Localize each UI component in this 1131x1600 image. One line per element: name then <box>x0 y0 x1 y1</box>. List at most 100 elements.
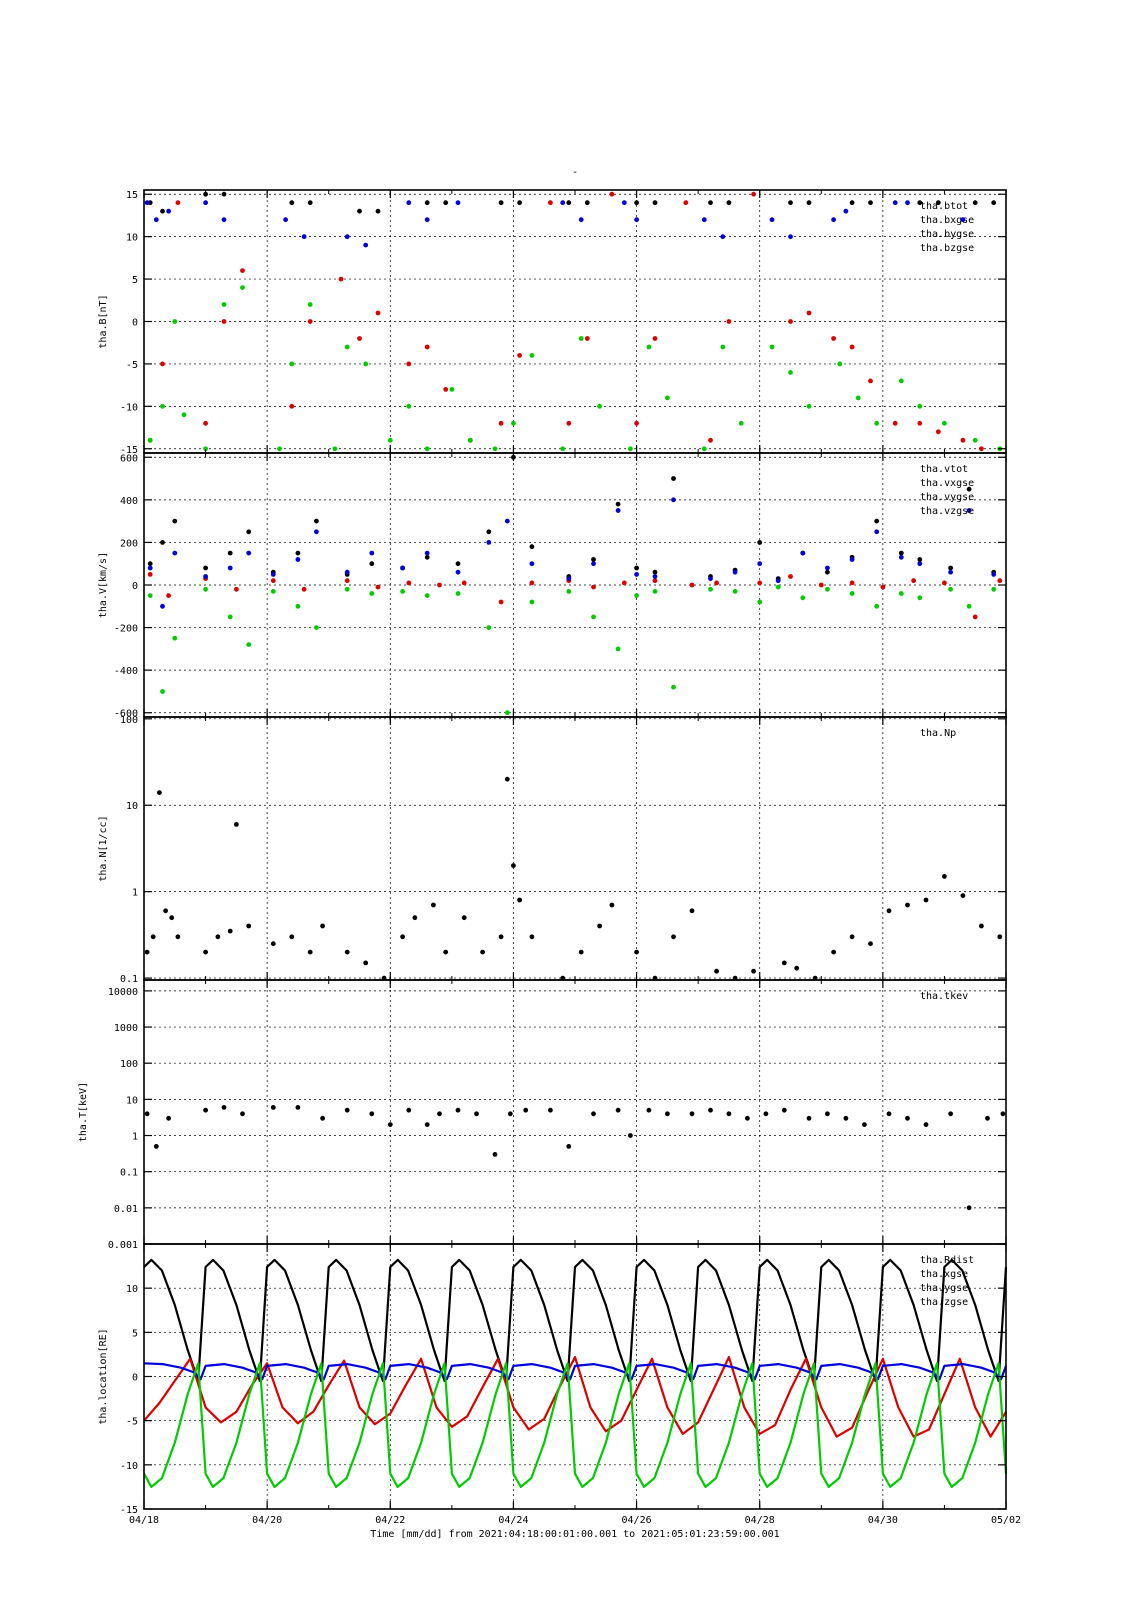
y-tick-label: 1 <box>132 888 138 899</box>
data-point-tha.btot <box>849 200 855 206</box>
data-point-tha.tkev <box>153 1144 159 1149</box>
y-tick-label: -5 <box>126 360 138 371</box>
data-point-tha.tkev <box>320 1115 325 1121</box>
data-point-tha.Np <box>714 968 719 974</box>
data-point-tha.bzgse <box>172 319 178 324</box>
data-point-tha.bxgse <box>443 387 449 392</box>
data-point-tha.vygse <box>732 569 738 575</box>
y-tick-label: 0.01 <box>114 1204 138 1215</box>
data-point-tha.bygse <box>144 200 150 206</box>
data-point-tha.bygse <box>892 200 898 206</box>
data-point-tha.bxgse <box>175 200 181 206</box>
data-point-tha.bzgse <box>738 420 744 426</box>
data-point-tha.tkev <box>966 1205 972 1211</box>
data-point-tha.vygse <box>203 574 209 579</box>
data-point-tha.btot <box>357 208 362 214</box>
data-point-tha.Np <box>886 908 892 914</box>
data-point-tha.vygse <box>172 550 178 556</box>
legend-entry: tha.bzgse <box>920 243 974 254</box>
data-point-tha.bzgse <box>160 403 165 409</box>
data-point-tha.vzgse <box>757 599 763 605</box>
data-point-tha.bzgse <box>307 302 313 307</box>
data-point-tha.vtot <box>314 518 319 524</box>
data-point-tha.vxgse <box>997 578 1003 584</box>
data-point-tha.vtot <box>671 476 676 481</box>
y-tick-label: -600 <box>114 709 138 720</box>
x-tick-label: 04/30 <box>868 1515 898 1526</box>
panel-frame <box>143 979 1007 1245</box>
y-tick-label: -10 <box>120 402 138 413</box>
y-tick-label: 100 <box>120 715 138 726</box>
data-point-tha.Np <box>344 949 350 955</box>
data-point-tha.Np <box>400 934 405 940</box>
data-point-tha.vygse <box>825 565 830 571</box>
data-point-tha.bygse <box>301 234 307 240</box>
data-point-tha.bygse <box>166 208 172 214</box>
y-tick-label: -5 <box>126 1417 138 1428</box>
data-point-tha.Np <box>609 902 615 908</box>
data-point-tha.bzgse <box>363 361 369 367</box>
data-point-tha.vtot <box>874 518 880 524</box>
data-point-tha.bxgse <box>935 429 941 435</box>
data-point-tha.bzgse <box>289 361 295 367</box>
data-point-tha.bzgse <box>240 285 245 290</box>
data-point-tha.vxgse <box>972 614 978 620</box>
data-point-tha.Np <box>246 923 252 929</box>
y-tick-label: 600 <box>120 453 138 464</box>
data-point-tha.vxgse <box>147 572 153 577</box>
data-point-tha.vxgse <box>437 582 442 588</box>
data-point-tha.Np <box>157 790 162 795</box>
data-point-tha.vtot <box>615 501 621 507</box>
data-point-tha.Np <box>689 908 695 914</box>
data-point-tha.tkev <box>806 1115 812 1121</box>
data-point-tha.vygse <box>708 576 713 581</box>
y-tick-label: 1 <box>132 1132 138 1143</box>
data-point-tha.bygse <box>905 200 910 206</box>
data-point-tha.Np <box>868 941 873 947</box>
data-point-tha.bygse <box>455 200 461 206</box>
data-point-tha.Np <box>849 934 855 940</box>
data-point-tha.btot <box>788 200 793 206</box>
data-point-tha.bzgse <box>874 420 880 426</box>
data-point-tha.vygse <box>400 565 405 571</box>
data-point-tha.vtot <box>966 486 972 492</box>
data-point-tha.tkev <box>923 1122 929 1127</box>
data-point-tha.bxgse <box>609 191 615 197</box>
data-point-tha.vygse <box>874 529 880 535</box>
data-point-tha.Np <box>150 934 156 940</box>
data-point-tha.vtot <box>591 557 596 562</box>
data-point-tha.bzgse <box>511 420 516 426</box>
data-point-tha.bzgse <box>917 403 923 409</box>
data-point-tha.Np <box>443 949 449 955</box>
data-point-tha.btot <box>289 200 295 206</box>
data-point-tha.bzgse <box>578 336 584 341</box>
y-tick-label: 10 <box>126 1095 138 1106</box>
data-point-tha.vzgse <box>708 586 713 592</box>
data-point-tha.Np <box>504 776 510 782</box>
data-point-tha.vygse <box>424 550 430 556</box>
data-point-tha.vzgse <box>917 595 923 601</box>
panel-frame <box>143 716 1007 981</box>
data-point-tha.tkev <box>507 1111 513 1117</box>
data-point-tha.vtot <box>898 550 904 556</box>
data-point-tha.tkev <box>591 1111 596 1117</box>
data-point-tha.vygse <box>757 561 763 567</box>
data-point-tha.vxgse <box>818 582 824 588</box>
data-point-tha.Np <box>997 934 1003 940</box>
data-point-tha.bxgse <box>868 378 873 384</box>
data-point-tha.Np <box>794 965 800 971</box>
data-point-tha.vygse <box>160 603 165 609</box>
data-point-tha.bxgse <box>979 446 984 452</box>
data-point-tha.Np <box>923 897 929 903</box>
data-point-tha.vzgse <box>800 595 806 601</box>
data-point-tha.Np <box>942 874 947 879</box>
data-point-tha.vzgse <box>775 584 781 590</box>
data-point-tha.vzgse <box>147 593 153 598</box>
data-point-tha.vygse <box>849 557 855 562</box>
data-point-tha.Np <box>270 941 276 947</box>
data-point-tha.vygse <box>147 565 153 571</box>
legend-entry: tha.tkev <box>920 991 968 1002</box>
data-point-tha.vtot <box>757 540 763 545</box>
data-point-tha.vxgse <box>270 578 276 584</box>
data-point-tha.bzgse <box>720 344 726 350</box>
